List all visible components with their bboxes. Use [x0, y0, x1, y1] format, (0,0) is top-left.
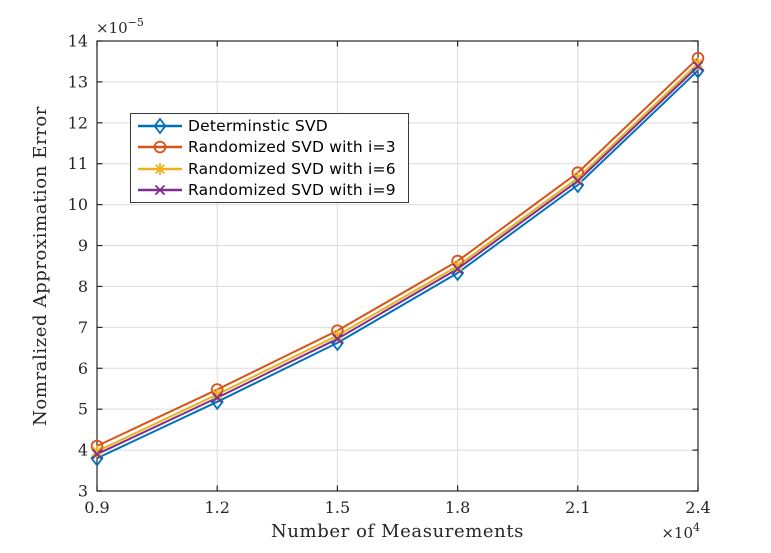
y-tick-label: 12: [68, 113, 88, 132]
x-tick-label: 1.5: [325, 498, 350, 517]
y-tick-label: 3: [78, 482, 88, 501]
legend-label: Randomized SVD with i=9: [188, 181, 396, 200]
x-marker-icon: [452, 263, 463, 275]
series-line: [96, 69, 699, 460]
x-marker-icon: [91, 448, 103, 460]
y-tick-label: 9: [78, 236, 88, 255]
legend-item: Randomized SVD with i=9: [137, 180, 408, 202]
y-tick-label: 10: [68, 195, 88, 214]
y-tick-label: 11: [68, 154, 88, 173]
legend-line-sample: [138, 140, 182, 154]
series-line: [96, 57, 699, 447]
series-line: [96, 62, 699, 453]
y-tick-label: 5: [78, 400, 88, 419]
x-marker-icon: [692, 61, 704, 72]
legend-label: Determinstic SVD: [188, 116, 328, 135]
y-tick-label: 4: [78, 441, 88, 460]
y-tick-label: 14: [68, 32, 88, 51]
legend-label: Randomized SVD with i=6: [188, 159, 396, 178]
x-marker-icon: [572, 175, 584, 187]
diamond-marker-icon: [153, 117, 167, 135]
y-tick-label: 13: [68, 72, 88, 91]
circle-marker-icon: [153, 140, 167, 154]
legend: Determinstic SVD Randomized SVD with i=3 R…: [130, 113, 409, 203]
diamond-marker-icon: [210, 393, 224, 411]
x-tick-label: 2.1: [565, 498, 590, 517]
x-marker-icon: [332, 333, 343, 345]
y-tick-label: 6: [78, 359, 88, 378]
x-marker-icon: [154, 185, 166, 196]
x-tick-label: 1.2: [204, 498, 229, 517]
y-axis-label: Nomralized Approximation Error: [30, 106, 51, 426]
x-marker-icon: [211, 392, 223, 403]
x-tick-label: 1.8: [445, 498, 470, 517]
y-tick-label: 8: [78, 277, 88, 296]
series-line: [96, 65, 699, 456]
axes-box: [96, 40, 699, 492]
y-tick-label: 7: [78, 318, 88, 337]
legend-item: Determinstic SVD: [137, 115, 408, 137]
x-tick-label: 0.9: [84, 498, 109, 517]
legend-line-sample: [138, 162, 182, 175]
legend-line-sample: [138, 185, 182, 196]
legend-item: Randomized SVD with i=3: [137, 137, 408, 159]
diamond-marker-icon: [330, 334, 344, 352]
asterisk-marker-icon: [154, 162, 166, 175]
legend-line-sample: [138, 117, 182, 135]
x-axis-exponent: ×104: [661, 521, 700, 542]
x-axis-label: Number of Measurements: [271, 521, 524, 542]
x-tick-label: 2.4: [685, 498, 710, 517]
legend-item: Randomized SVD with i=6: [137, 158, 408, 180]
legend-label: Randomized SVD with i=3: [188, 138, 396, 157]
